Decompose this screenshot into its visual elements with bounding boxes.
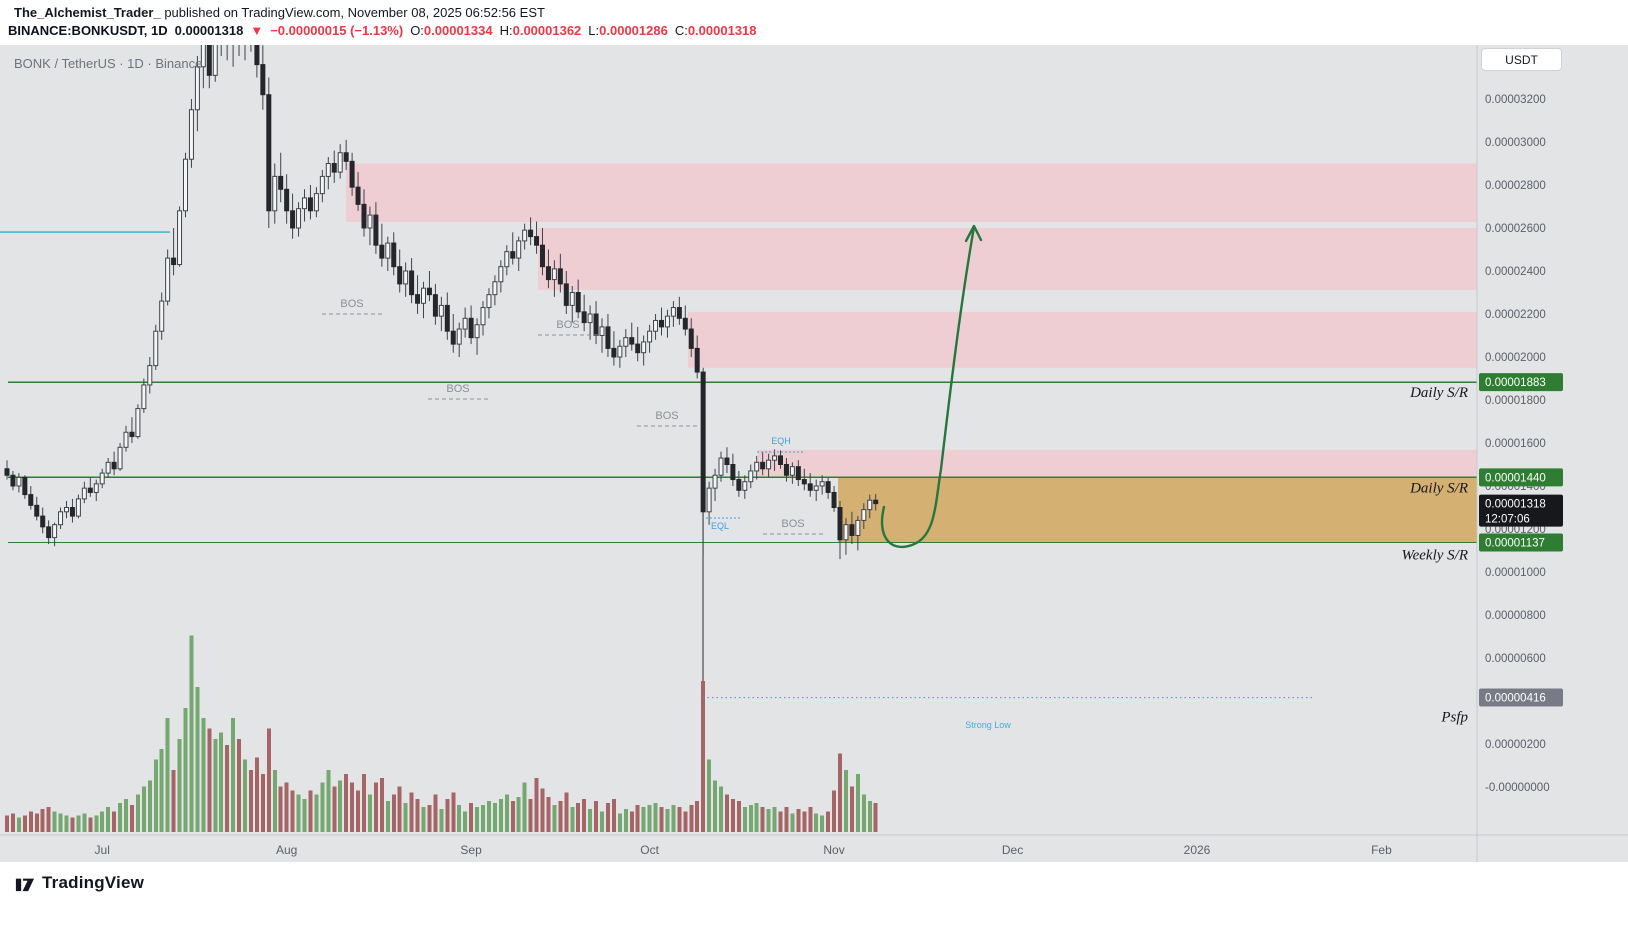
price-tick: 0.00001600	[1485, 438, 1546, 450]
sr-line-label: Daily S/R	[1409, 385, 1468, 401]
footer: TradingView	[0, 862, 1628, 931]
symbol-title[interactable]: BINANCE:BONKUSDT, 1D	[8, 23, 168, 38]
change-arrow-icon: ▼	[250, 23, 264, 38]
price-tick: 0.00002000	[1485, 352, 1546, 364]
time-tick: 2026	[1184, 843, 1211, 857]
price-badge	[1479, 533, 1563, 552]
bar-countdown: 12:07:06	[1485, 514, 1530, 526]
bos-label: BOS	[655, 410, 678, 422]
time-tick: Jul	[95, 843, 110, 857]
arrow-head-icon	[964, 224, 983, 243]
candles-layer	[4, 45, 879, 560]
ohlc-open: O:0.00001334	[410, 23, 493, 38]
price-tick: 0.00003000	[1485, 137, 1546, 149]
price-tick: 0.00000600	[1485, 653, 1546, 665]
psfp-label: Psfp	[1440, 710, 1468, 726]
currency-toggle-button[interactable]: USDT	[1481, 48, 1562, 71]
price-badge-value: 0.00001883	[1485, 377, 1546, 389]
bos-label: BOS	[556, 319, 579, 331]
time-axis[interactable]: Jul Aug Sep Oct Nov Dec 2026 Feb	[0, 834, 1628, 857]
price-tick: 0.00003200	[1485, 94, 1546, 106]
price-tick: 0.00002600	[1485, 223, 1546, 235]
supply-zone	[758, 449, 1477, 478]
supply-zone	[688, 311, 1477, 368]
price-tick: -0.00000000	[1485, 782, 1550, 794]
price-axis[interactable]: 0.00003200 0.00003000 0.00002800 0.00002600…	[1476, 45, 1563, 862]
last-price: 0.00001318	[174, 23, 244, 38]
price-badge	[1479, 494, 1563, 527]
ohlc-low: L:0.00001286	[588, 23, 668, 38]
author-name: The_Alchemist_Trader_	[14, 5, 161, 20]
chart-title: BONK / TetherUS · 1D · Binance	[14, 56, 203, 71]
bos-label: BOS	[781, 518, 804, 530]
price-tick: 0.00001200	[1485, 524, 1546, 536]
price-badge	[1479, 468, 1563, 487]
bos-label: BOS	[340, 298, 363, 310]
price-badge-value: 0.00001318	[1485, 499, 1546, 511]
sr-lines: Daily S/R Daily S/R Weekly S/R	[8, 381, 1477, 564]
supply-zones	[346, 163, 1477, 478]
time-tick: Nov	[823, 843, 844, 857]
psfp-line: Psfp	[703, 696, 1468, 726]
time-tick: Sep	[460, 843, 482, 857]
ohlc-high: H:0.00001362	[499, 23, 582, 38]
ohlc-close: C:0.00001318	[674, 23, 757, 38]
price-tick: 0.00001800	[1485, 395, 1546, 407]
attribution-text: published on TradingView.com, November 0…	[164, 5, 545, 20]
time-tick: Feb	[1371, 843, 1392, 857]
eq-label: EQH	[771, 436, 791, 446]
symbol-line: BINANCE:BONKUSDT, 1D 0.00001318 ▼ −0.000…	[8, 23, 1628, 38]
price-badge	[1479, 373, 1563, 392]
time-tick: Dec	[1002, 843, 1023, 857]
eq-labels: EQH EQL	[702, 436, 803, 531]
supply-zone	[346, 163, 1477, 222]
tradingview-logo-text: TradingView	[42, 872, 145, 892]
price-badge-value: 0.00000416	[1485, 693, 1546, 705]
bos-labels: BOS BOS BOS BOS BOS	[322, 298, 823, 535]
chart-canvas[interactable]: Daily S/R Daily S/R Weekly S/R Psfp Strong L…	[0, 45, 1628, 862]
price-tick: 0.00000200	[1485, 739, 1546, 751]
price-badge-value: 0.00001137	[1485, 538, 1545, 550]
price-badge-value: 0.00001440	[1485, 472, 1546, 484]
tradingview-logo-icon	[15, 878, 35, 892]
price-tick: 0.00000800	[1485, 610, 1546, 622]
volume-layer	[5, 635, 878, 832]
price-badge	[1479, 688, 1563, 707]
time-tick: Aug	[276, 843, 297, 857]
price-change: −0.00000015 (−1.13%)	[270, 23, 404, 38]
header: The_Alchemist_Trader_ published on Tradi…	[0, 0, 1628, 45]
price-tick: 0.00001000	[1485, 567, 1546, 579]
price-tick: 0.00002400	[1485, 266, 1546, 278]
sr-line-label: Weekly S/R	[1402, 548, 1469, 564]
time-tick: Oct	[640, 843, 659, 857]
price-tick: 0.00002200	[1485, 309, 1546, 321]
demand-zone	[838, 477, 1477, 543]
supply-zone	[538, 228, 1477, 290]
strong-low-label: Strong Low	[965, 720, 1011, 730]
eq-label: EQL	[711, 521, 729, 531]
tradingview-logo[interactable]: TradingView	[14, 872, 144, 893]
price-tick: 0.00002800	[1485, 180, 1546, 192]
projection-arrow[interactable]	[880, 224, 983, 548]
chart-area: Daily S/R Daily S/R Weekly S/R Psfp Strong L…	[0, 45, 1628, 862]
bos-label: BOS	[446, 383, 469, 395]
sr-line-label: Daily S/R	[1409, 480, 1468, 496]
attribution-line: The_Alchemist_Trader_ published on Tradi…	[8, 5, 1628, 20]
